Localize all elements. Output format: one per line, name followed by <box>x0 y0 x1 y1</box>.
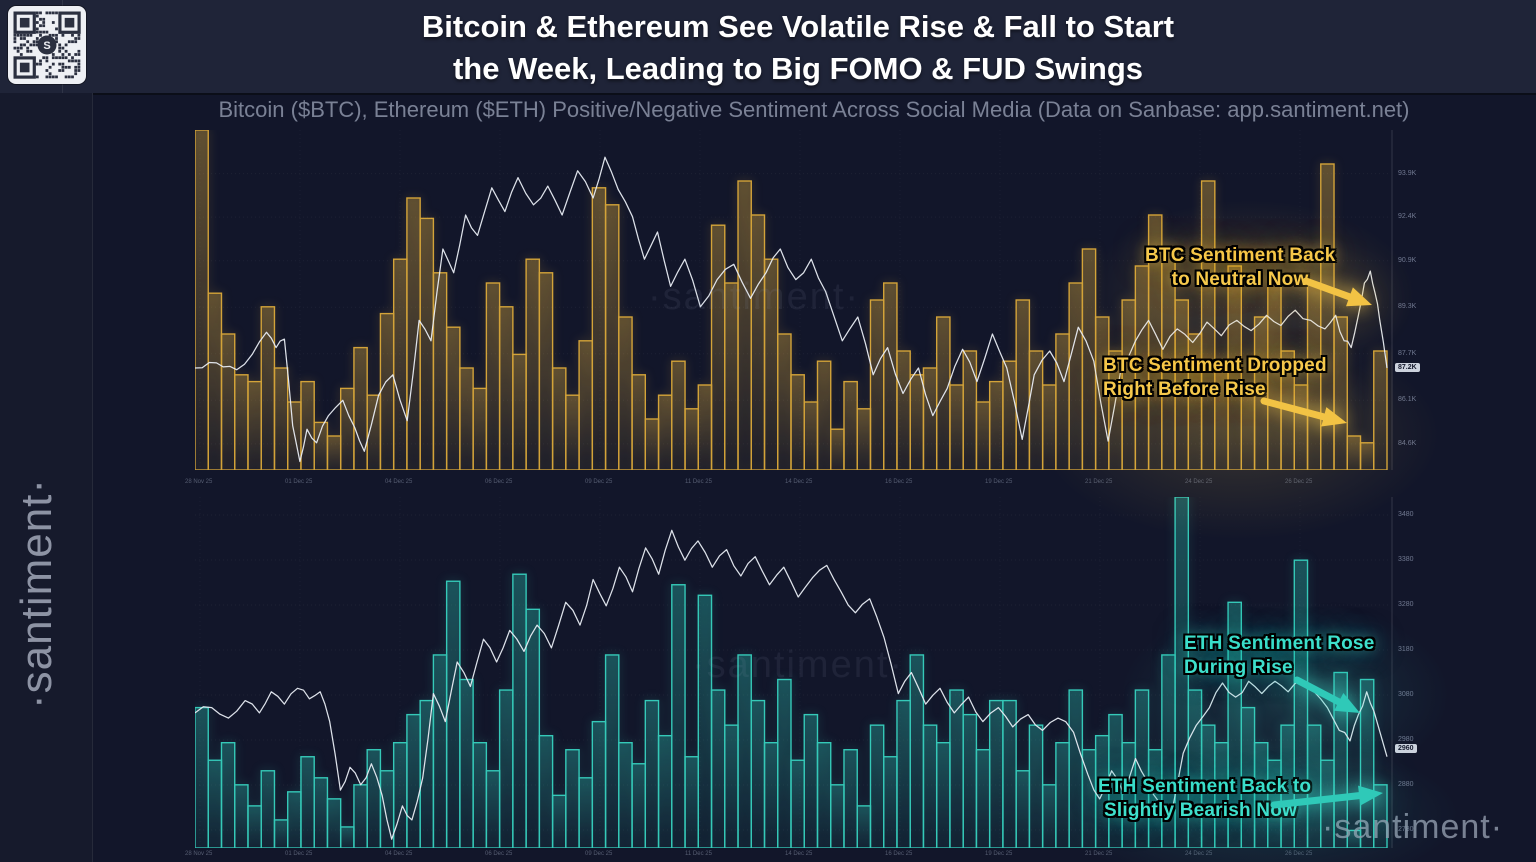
y-axis-label: 3280 <box>1398 601 1414 608</box>
y-axis-label: 92.4K <box>1398 213 1417 221</box>
x-axis-label: 24 Dec 25 <box>1185 851 1213 857</box>
y-axis-label: 3080 <box>1398 691 1414 698</box>
x-axis-label: 26 Dec 25 <box>1285 851 1313 857</box>
annotation-btc-back-to-neutral: BTC Sentiment Back to Neutral Now <box>1145 245 1336 290</box>
btc-sentiment-price-chart[interactable] <box>195 130 1393 470</box>
x-axis-label: 11 Dec 25 <box>685 479 712 485</box>
watermark-top: ·santiment· <box>648 276 861 318</box>
y-axis-label: 90.9K <box>1398 256 1417 264</box>
y-axis-label: 2780 <box>1398 826 1414 833</box>
qr-code-pattern: S <box>13 11 81 79</box>
x-axis-label: 19 Dec 25 <box>985 479 1013 485</box>
header-bar: Bitcoin & Ethereum See Volatile Rise & F… <box>0 0 1536 95</box>
y-axis-label: 84.6K <box>1398 439 1417 447</box>
x-axis-label: 16 Dec 25 <box>885 851 913 857</box>
x-axis-label: 28 Nov 25 <box>185 851 213 857</box>
x-axis-label: 24 Dec 25 <box>1185 479 1213 485</box>
x-axis-label: 14 Dec 25 <box>785 851 813 857</box>
x-axis-label: 16 Dec 25 <box>885 479 913 485</box>
x-axis-label: 01 Dec 25 <box>285 851 313 857</box>
x-axis-label: 04 Dec 25 <box>385 851 413 857</box>
x-axis-label: 06 Dec 25 <box>485 479 513 485</box>
page-title: Bitcoin & Ethereum See Volatile Rise & F… <box>120 6 1476 90</box>
x-axis-label: 06 Dec 25 <box>485 851 513 857</box>
x-axis-label: 21 Dec 25 <box>1085 479 1113 485</box>
y-axis-label: 2980 <box>1398 736 1414 743</box>
y-axis-label: 93.9K <box>1398 169 1417 177</box>
x-axis-label: 04 Dec 25 <box>385 479 413 485</box>
y-axis-label: 3480 <box>1398 511 1414 518</box>
y-axis-label: 2880 <box>1398 781 1414 788</box>
x-axis-label: 19 Dec 25 <box>985 851 1013 857</box>
x-axis-label: 28 Nov 25 <box>185 479 213 485</box>
title-line-1: Bitcoin & Ethereum See Volatile Rise & F… <box>421 9 1175 44</box>
eth-sentiment-price-chart[interactable] <box>195 497 1393 848</box>
x-axis-label: 09 Dec 25 <box>585 479 613 485</box>
y-axis-label: 3180 <box>1398 646 1414 653</box>
qr-code: S <box>8 6 86 84</box>
chart-subtitle: Bitcoin ($BTC), Ethereum ($ETH) Positive… <box>218 97 1410 122</box>
left-sidebar: ·santiment· <box>0 93 93 862</box>
svg-text:S: S <box>43 40 50 52</box>
y-axis-label: 3380 <box>1398 556 1414 563</box>
watermark-bottom: ·santiment· <box>692 644 905 686</box>
x-axis-label: 11 Dec 25 <box>685 851 712 857</box>
x-axis-label: 26 Dec 25 <box>1285 479 1313 485</box>
x-axis-label: 01 Dec 25 <box>285 479 313 485</box>
y-axis-label: 87.7K <box>1398 349 1417 357</box>
x-axis-label: 21 Dec 25 <box>1085 851 1113 857</box>
y-axis-label: 86.1K <box>1398 396 1417 404</box>
title-line-2: the Week, Leading to Big FOMO & FUD Swin… <box>452 51 1144 86</box>
current-price-badge: 2960 <box>1395 744 1417 753</box>
sidebar-brand-text: ·santiment· <box>12 477 61 709</box>
annotation-btc-dropped-before-rise: BTC Sentiment Dropped Right Before Rise <box>1103 355 1327 400</box>
x-axis-label: 09 Dec 25 <box>585 851 613 857</box>
y-axis-label: 89.3K <box>1398 303 1417 311</box>
current-price-badge: 87.2K <box>1395 363 1420 373</box>
santiment-logo: ·santiment· <box>1322 808 1504 846</box>
annotation-eth-rose-during-rise: ETH Sentiment Rose During Rise <box>1184 633 1375 678</box>
x-axis-label: 14 Dec 25 <box>785 479 813 485</box>
annotation-eth-slightly-bearish: ETH Sentiment Back to Slightly Bearish N… <box>1098 776 1312 821</box>
